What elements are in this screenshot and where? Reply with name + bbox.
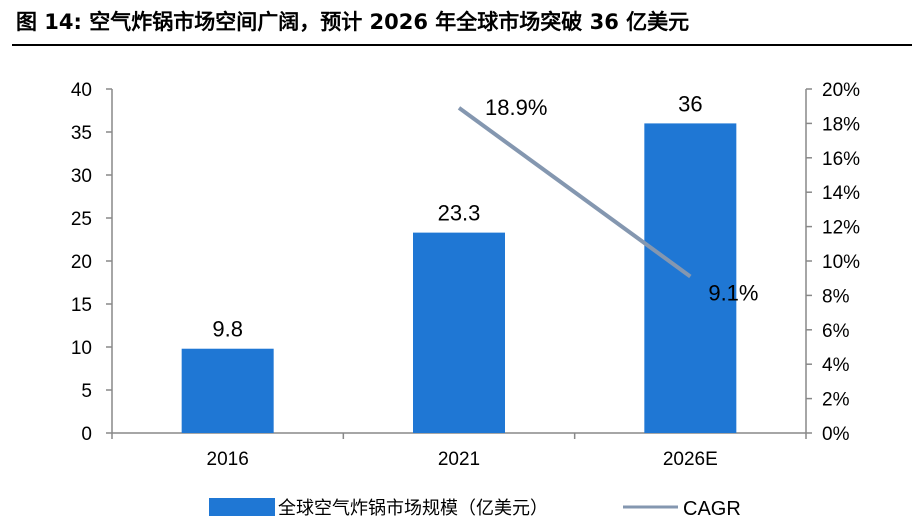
right-tick-label: 10%	[822, 252, 860, 273]
left-tick-label: 10	[71, 338, 92, 359]
legend-bar-label: 全球空气炸锅市场规模（亿美元）	[278, 498, 548, 519]
right-tick-label: 8%	[822, 286, 850, 307]
bar	[181, 348, 274, 433]
bar-value-label: 23.3	[438, 201, 481, 226]
legend-line-label: CAGR	[683, 498, 741, 520]
cagr-line	[457, 106, 692, 279]
right-tick-label: 20%	[822, 80, 860, 101]
right-tick-label: 2%	[822, 390, 850, 411]
right-tick-label: 12%	[822, 218, 860, 239]
left-tick-label: 35	[71, 123, 92, 144]
left-tick-label: 15	[71, 295, 92, 316]
left-tick-label: 5	[81, 381, 92, 402]
left-tick-label: 30	[71, 166, 92, 187]
bar-value-label: 36	[678, 91, 702, 116]
right-tick-label: 0%	[822, 424, 850, 445]
cagr-value-label: 18.9%	[485, 95, 547, 120]
bar	[413, 232, 505, 433]
left-tick-label: 20	[71, 252, 92, 273]
right-tick-label: 6%	[822, 321, 850, 342]
chart-title: 图 14: 空气炸锅市场空间广阔，预计 2026 年全球市场突破 36 亿美元	[16, 10, 690, 34]
left-tick-label: 0	[81, 424, 92, 445]
right-tick-label: 16%	[822, 149, 860, 170]
x-tick-label: 2021	[438, 449, 480, 470]
bars	[181, 123, 737, 434]
bar	[644, 123, 737, 434]
right-tick-label: 14%	[822, 183, 860, 204]
right-tick-label: 18%	[822, 114, 860, 135]
legend-bar-swatch	[209, 498, 275, 516]
bar-value-label: 9.8	[212, 317, 243, 342]
title-rule	[12, 44, 912, 46]
left-tick-label: 40	[71, 80, 92, 101]
cagr-line-path	[457, 106, 692, 279]
legend: 全球空气炸锅市场规模（亿美元） CAGR	[209, 498, 741, 520]
x-tick-label: 2026E	[663, 449, 718, 470]
cagr-value-label: 9.1%	[708, 280, 758, 305]
right-tick-label: 4%	[822, 355, 850, 376]
x-tick-label: 2016	[207, 449, 249, 470]
data-labels: 9.8 23.3 36 18.9% 9.1%	[212, 91, 758, 341]
left-tick-label: 25	[71, 209, 92, 230]
